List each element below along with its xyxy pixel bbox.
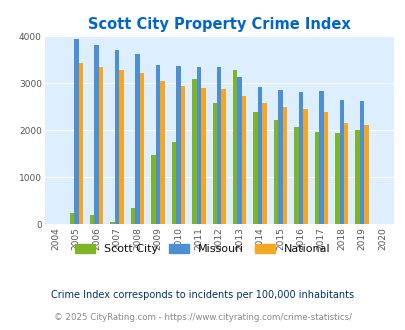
Bar	[74, 39, 78, 224]
Bar	[180, 86, 185, 224]
Text: Crime Index corresponds to incidents per 100,000 inhabitants: Crime Index corresponds to incidents per…	[51, 290, 354, 300]
Title: Scott City Property Crime Index: Scott City Property Crime Index	[87, 17, 350, 32]
Bar	[232, 70, 237, 224]
Bar	[151, 155, 156, 224]
Bar	[119, 70, 124, 224]
Bar	[241, 96, 246, 224]
Bar	[90, 215, 94, 224]
Bar	[200, 87, 205, 224]
Text: © 2025 CityRating.com - https://www.cityrating.com/crime-statistics/: © 2025 CityRating.com - https://www.city…	[54, 313, 351, 322]
Bar	[257, 86, 262, 224]
Bar	[94, 45, 99, 224]
Bar	[277, 90, 282, 224]
Bar	[354, 130, 359, 224]
Bar	[364, 125, 368, 224]
Bar	[318, 91, 323, 224]
Bar	[192, 79, 196, 224]
Bar	[303, 109, 307, 224]
Bar	[212, 103, 216, 224]
Bar	[221, 89, 226, 224]
Bar	[273, 119, 277, 224]
Bar	[262, 103, 266, 224]
Bar	[99, 67, 103, 224]
Bar	[78, 63, 83, 224]
Bar	[176, 66, 180, 224]
Bar	[69, 213, 74, 224]
Bar	[115, 50, 119, 224]
Bar	[282, 107, 286, 224]
Bar	[339, 100, 343, 224]
Bar	[196, 67, 200, 224]
Bar	[253, 112, 257, 224]
Bar	[294, 127, 298, 224]
Bar	[130, 209, 135, 224]
Bar	[135, 54, 139, 224]
Bar	[237, 77, 241, 224]
Bar	[160, 82, 164, 224]
Bar	[216, 67, 221, 224]
Legend: Scott City, Missouri, National: Scott City, Missouri, National	[70, 239, 335, 258]
Bar	[323, 113, 327, 224]
Bar	[314, 132, 318, 224]
Bar	[156, 65, 160, 224]
Bar	[139, 74, 144, 224]
Bar	[359, 101, 364, 224]
Bar	[343, 123, 347, 224]
Bar	[334, 133, 339, 224]
Bar	[110, 221, 115, 224]
Bar	[171, 142, 176, 224]
Bar	[298, 92, 303, 224]
